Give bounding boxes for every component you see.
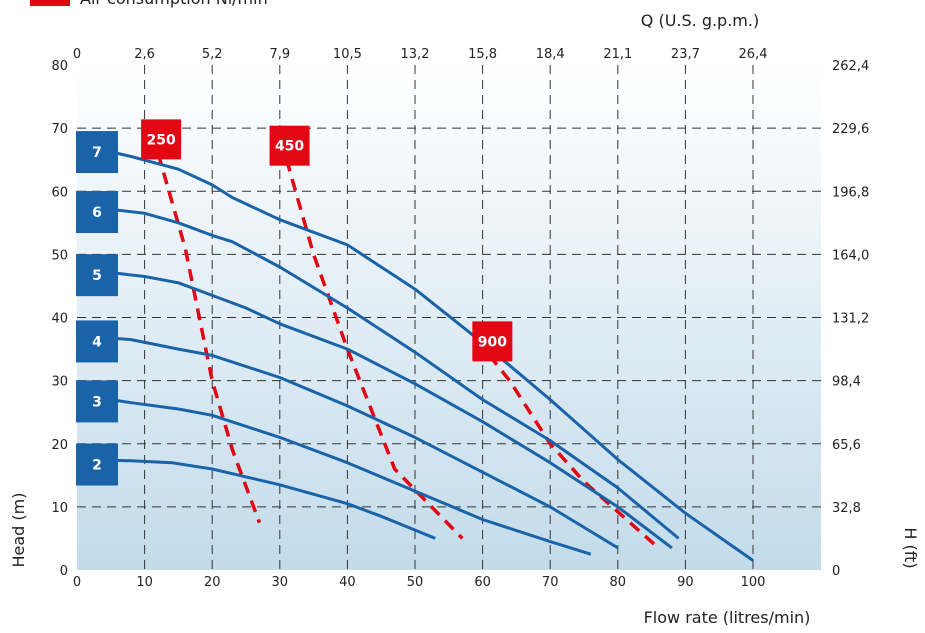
curve-badge bbox=[76, 254, 118, 297]
x-tick-label: 40 bbox=[339, 575, 356, 590]
curve-badge bbox=[76, 380, 118, 423]
y-tick-label: 20 bbox=[51, 438, 68, 453]
head-curve bbox=[90, 334, 619, 550]
air-consumption-line bbox=[488, 354, 660, 550]
x-tick-label: 70 bbox=[542, 575, 559, 590]
head-curve bbox=[90, 458, 436, 540]
y2-tick-label: 196,8 bbox=[832, 185, 869, 200]
y2-tick-label: 164,0 bbox=[832, 248, 869, 263]
x-tick-label: 30 bbox=[272, 575, 289, 590]
y-tick-label: 80 bbox=[51, 59, 68, 74]
legend-label: Air consumption Nl/min bbox=[80, 0, 268, 8]
air-consumption-badge bbox=[269, 125, 310, 166]
head-curve bbox=[90, 205, 680, 540]
curve-badge-label: 3 bbox=[92, 394, 102, 410]
y-tick-label: 70 bbox=[51, 122, 68, 137]
curve-badge bbox=[76, 443, 118, 486]
x2-tick-label: 21,1 bbox=[603, 47, 632, 62]
y-axis-title: Head (m) bbox=[9, 493, 28, 568]
y2-tick-label: 0 bbox=[832, 564, 840, 579]
head-curve bbox=[90, 394, 592, 556]
x2-tick-label: 15,8 bbox=[468, 47, 497, 62]
x-tick-label: 0 bbox=[73, 575, 81, 590]
x2-axis-title: Q (U.S. g.p.m.) bbox=[641, 11, 759, 30]
x2-tick-label: 10,5 bbox=[333, 47, 362, 62]
x2-tick-label: 23,7 bbox=[671, 47, 700, 62]
x2-tick-label: 18,4 bbox=[536, 47, 565, 62]
x-tick-label: 50 bbox=[407, 575, 424, 590]
curve-badge bbox=[76, 191, 118, 234]
y2-tick-label: 98,4 bbox=[832, 375, 861, 390]
x2-tick-label: 26,4 bbox=[739, 47, 768, 62]
x-tick-label: 80 bbox=[610, 575, 627, 590]
x2-tick-label: 5,2 bbox=[202, 47, 223, 62]
y-tick-label: 40 bbox=[51, 312, 68, 327]
x-tick-label: 90 bbox=[677, 575, 694, 590]
y2-tick-label: 229,6 bbox=[832, 122, 869, 137]
head-curves bbox=[90, 145, 754, 562]
curve-badge bbox=[76, 131, 118, 174]
y-tick-label: 0 bbox=[60, 564, 68, 579]
x-tick-label: 20 bbox=[204, 575, 221, 590]
curve-badge-label: 4 bbox=[92, 334, 102, 350]
y2-axis-title: H (ft) bbox=[901, 527, 920, 568]
air-consumption-label: 250 bbox=[147, 132, 176, 148]
curve-badge-label: 7 bbox=[92, 145, 102, 161]
y-tick-label: 30 bbox=[51, 375, 68, 390]
x-tick-label: 10 bbox=[136, 575, 153, 590]
x2-tick-label: 2,6 bbox=[134, 47, 155, 62]
air-consumption-label: 450 bbox=[275, 139, 304, 155]
curve-badge-label: 6 bbox=[92, 205, 102, 221]
x2-tick-label: 13,2 bbox=[401, 47, 430, 62]
y2-tick-label: 65,6 bbox=[832, 438, 861, 453]
air-consumption-badge bbox=[472, 321, 513, 362]
x-tick-label: 100 bbox=[741, 575, 766, 590]
curve-badge-label: 5 bbox=[92, 268, 102, 284]
air-consumption-badge bbox=[141, 119, 182, 160]
air-consumption-line bbox=[156, 152, 262, 524]
x-tick-label: 60 bbox=[474, 575, 491, 590]
legend-marker bbox=[30, 0, 70, 6]
head-curve bbox=[90, 145, 754, 562]
curve-badge bbox=[76, 320, 118, 363]
y-tick-label: 50 bbox=[51, 248, 68, 263]
x2-tick-label: 0 bbox=[73, 47, 81, 62]
curve-badges: 250 450 900 7 6 5 4 3 2 bbox=[76, 119, 513, 486]
y2-tick-label: 262,4 bbox=[832, 59, 869, 74]
y2-tick-label: 32,8 bbox=[832, 501, 861, 516]
x2-tick-label: 7,9 bbox=[269, 47, 290, 62]
head-curve bbox=[90, 268, 673, 550]
air-consumption-label: 900 bbox=[478, 334, 507, 350]
x-axis-title: Flow rate (litres/min) bbox=[644, 608, 811, 627]
y2-tick-label: 131,2 bbox=[832, 312, 869, 327]
y-tick-label: 10 bbox=[51, 501, 68, 516]
y-tick-label: 60 bbox=[51, 185, 68, 200]
curve-badge-label: 2 bbox=[92, 458, 102, 474]
